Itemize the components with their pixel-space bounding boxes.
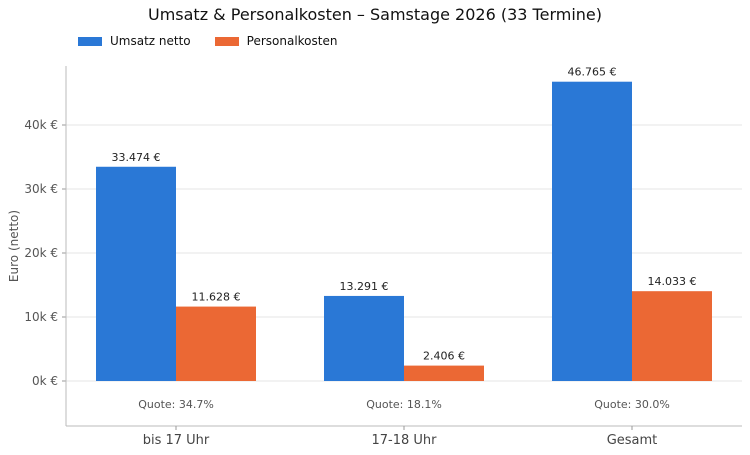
data-label-personalkosten-0: 11.628 € [192,291,241,304]
x-tick-label-0: bis 17 Uhr [143,433,210,448]
y-axis-label: Euro (netto) [7,210,21,282]
quote-annotation-0: Quote: 34.7% [138,398,214,411]
data-label-umsatz-1: 13.291 € [340,280,389,293]
legend-label-personalkosten: Personalkosten [246,34,338,48]
legend-item-umsatz: Umsatz netto [78,34,191,48]
bar-personalkosten-2 [632,291,712,381]
legend-item-personalkosten: Personalkosten [214,34,338,48]
y-tick-label-1: 10k € [24,310,58,324]
legend-label-umsatz: Umsatz netto [110,34,191,48]
chart-title: Umsatz & Personalkosten – Samstage 2026 … [147,5,602,24]
data-label-umsatz-2: 46.765 € [568,66,617,79]
x-tick-label-1: 17-18 Uhr [371,433,437,448]
x-tick-label-2: Gesamt [607,433,658,448]
bar-umsatz-2 [552,81,632,381]
quote-annotation-2: Quote: 30.0% [594,398,670,411]
legend-swatch-umsatz [78,36,102,46]
bar-personalkosten-1 [404,365,484,381]
data-label-umsatz-0: 33.474 € [112,151,161,164]
quote-annotation-1: Quote: 18.1% [366,398,442,411]
y-tick-label-2: 20k € [24,246,58,260]
data-label-personalkosten-1: 2.406 € [423,350,465,363]
legend-swatch-personalkosten [214,36,239,46]
y-tick-label-4: 40k € [24,118,58,132]
legend: Umsatz netto Personalkosten [78,34,337,48]
bar-umsatz-1 [324,295,404,381]
y-tick-label-0: 0k € [32,374,58,388]
data-label-personalkosten-2: 14.033 € [648,275,697,288]
y-tick-label-3: 30k € [24,182,58,196]
bar-umsatz-0 [96,166,176,381]
bar-personalkosten-0 [176,306,256,381]
